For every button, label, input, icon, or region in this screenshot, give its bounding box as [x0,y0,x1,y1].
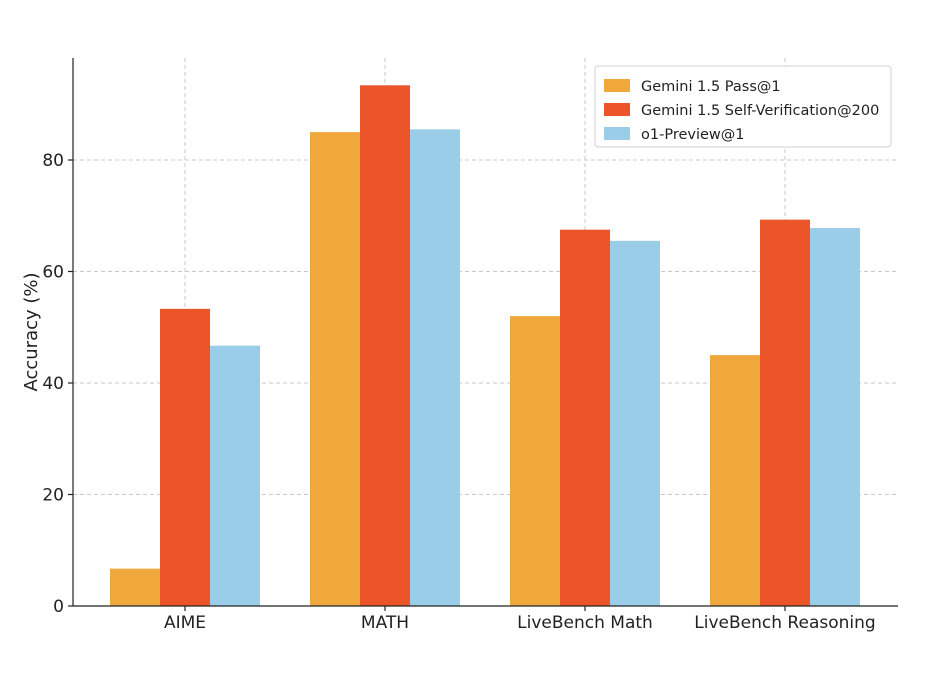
y-tick-label: 20 [42,486,64,506]
x-tick-label: AIME [164,613,206,633]
bar-3-0 [710,355,760,606]
x-tick-label: LiveBench Math [517,613,653,633]
legend-swatch [604,79,630,92]
legend-entry: Gemini 1.5 Self-Verification@200 [641,103,879,119]
y-axis-label: Accuracy (%) [21,272,42,391]
legend-entry: Gemini 1.5 Pass@1 [641,79,781,95]
bar-2-1 [560,229,610,606]
bar-1-0 [310,132,360,606]
y-tick-label: 40 [42,374,64,394]
bar-3-2 [810,228,860,606]
x-tick-label: MATH [361,613,409,633]
y-tick-label: 60 [42,263,64,283]
bar-2-0 [510,316,560,606]
y-tick-label: 80 [42,151,64,171]
legend-entry: o1-Preview@1 [641,127,745,143]
bar-1-2 [410,129,460,606]
bar-0-0 [110,568,160,606]
bar-3-1 [760,219,810,606]
bar-0-2 [210,345,260,606]
bars [110,85,860,607]
axes: 0 20 40 60 80 AIME MATH LiveBench Math LiveBench… [42,58,898,633]
legend-frame [594,65,892,148]
y-tick-label: 0 [53,597,64,617]
x-tick-label: LiveBench Reasoning [694,613,875,633]
bar-2-2 [610,240,660,606]
legend-swatch [604,103,630,116]
legend: Gemini 1.5 Pass@1 Gemini 1.5 Self-Verific… [594,65,892,148]
bar-1-1 [360,85,410,607]
legend-swatch [604,127,630,140]
bar-0-1 [160,308,210,606]
